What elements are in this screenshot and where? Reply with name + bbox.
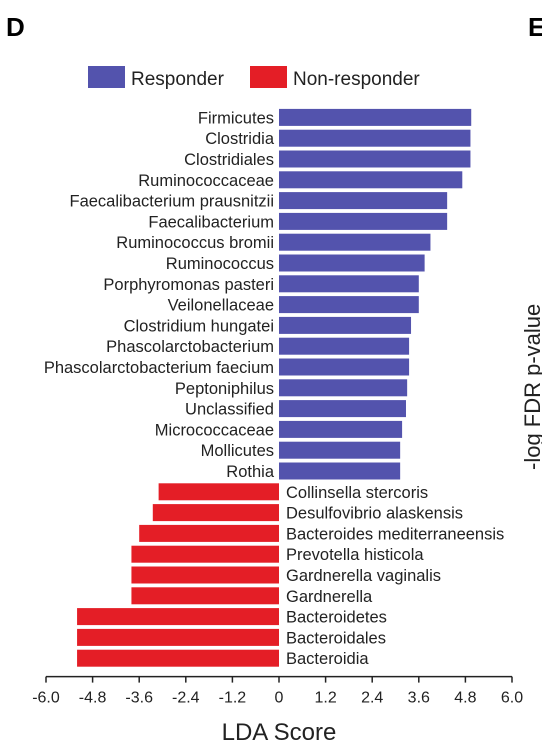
category-label-bacteroidia: Bacteroidia: [286, 650, 369, 668]
bar-veilonellaceae: [279, 296, 419, 314]
bar-porphyromonas-pasteri: [279, 275, 419, 293]
legend-label-responder: Responder: [131, 69, 225, 90]
x-tick-label: 2.4: [361, 690, 383, 707]
bar-micrococcaceae: [279, 420, 403, 438]
bar-collinsella-stercoris: [158, 483, 279, 501]
x-axis-label: LDA Score: [222, 719, 337, 746]
category-label-firmicutes: Firmicutes: [198, 109, 274, 127]
x-tick-label: 6.0: [501, 690, 523, 707]
category-label-micrococcaceae: Micrococcaceae: [155, 421, 274, 439]
bar-peptoniphilus: [279, 379, 408, 397]
category-label-ruminococcaceae: Ruminococcaceae: [138, 172, 274, 190]
category-label-rothia: Rothia: [226, 463, 275, 481]
category-label-ruminococcus: Ruminococcus: [166, 255, 274, 273]
bar-prevotella-histicola: [131, 545, 279, 563]
category-label-clostridium-hungatei: Clostridium hungatei: [124, 317, 274, 335]
legend-swatch-non-responder: [250, 66, 287, 88]
x-tick-label: -1.2: [219, 690, 247, 707]
category-labels-layer: Firmicutes Clostridia Clostridiales Ruminoc…: [44, 109, 504, 668]
bar-unclassified: [279, 400, 406, 418]
bar-mollicutes: [279, 441, 401, 459]
category-label-gardnerella: Gardnerella: [286, 588, 373, 606]
x-tick-label: -6.0: [32, 690, 60, 707]
category-label-peptoniphilus: Peptoniphilus: [175, 380, 274, 398]
bar-firmicutes: [279, 108, 472, 126]
bar-bacteroides-mediterraneensis: [139, 524, 279, 542]
bar-rothia: [279, 462, 401, 480]
bar-gardnerella: [131, 587, 279, 605]
category-label-bacteroides-mediterraneensis: Bacteroides mediterraneensis: [286, 525, 504, 543]
category-label-phascolarctobacterium-faecium: Phascolarctobacterium faecium: [44, 359, 274, 377]
category-label-unclassified: Unclassified: [185, 401, 274, 419]
bar-desulfovibrio-alaskensis: [152, 504, 279, 522]
bar-gardnerella-vaginalis: [131, 566, 279, 584]
bar-faecalibacterium-prausnitzii: [279, 192, 448, 210]
x-tick-label: -2.4: [172, 690, 200, 707]
bar-phascolarctobacterium-faecium: [279, 358, 410, 376]
x-tick-label: -3.6: [125, 690, 153, 707]
bar-bacteroidia: [77, 649, 279, 667]
x-tick-label: 0: [275, 690, 284, 707]
category-label-collinsella-stercoris: Collinsella stercoris: [286, 484, 428, 502]
neighbor-panel-label: E: [528, 12, 542, 42]
legend-label-non-responder: Non-responder: [293, 69, 420, 90]
x-tick-label: 4.8: [454, 690, 476, 707]
category-label-faecalibacterium-prausnitzii: Faecalibacterium prausnitzii: [69, 193, 274, 211]
category-label-bacteroidales: Bacteroidales: [286, 629, 386, 647]
x-tick-label: -4.8: [79, 690, 107, 707]
neighbor-axis-label-fragment: -log FDR p-value: [520, 304, 542, 470]
bar-ruminococcus: [279, 254, 425, 272]
category-label-bacteroidetes: Bacteroidetes: [286, 609, 387, 627]
bar-clostridia: [279, 129, 471, 147]
x-axis: -6.0 -4.8 -3.6 -2.4 -1.2 0 1.2 2.4 3.6 4.8 6.0: [32, 675, 523, 707]
bar-phascolarctobacterium: [279, 337, 410, 355]
bar-clostridiales: [279, 150, 471, 168]
bar-bacteroidetes: [77, 608, 279, 626]
category-label-clostridiales: Clostridiales: [184, 151, 274, 169]
category-label-faecalibacterium: Faecalibacterium: [148, 213, 274, 231]
legend: Responder Non-responder: [88, 66, 420, 90]
category-label-veilonellaceae: Veilonellaceae: [168, 297, 274, 315]
category-label-prevotella-histicola: Prevotella histicola: [286, 546, 424, 564]
category-label-ruminococcus-bromii: Ruminococcus bromii: [116, 234, 274, 252]
category-label-desulfovibrio-alaskensis: Desulfovibrio alaskensis: [286, 505, 463, 523]
bar-ruminococcus-bromii: [279, 233, 431, 251]
bar-faecalibacterium: [279, 212, 448, 230]
category-label-porphyromonas-pasteri: Porphyromonas pasteri: [103, 276, 274, 294]
bar-clostridium-hungatei: [279, 316, 412, 334]
bar-bacteroidales: [77, 628, 279, 646]
x-tick-label: 1.2: [314, 690, 336, 707]
x-tick-label: 3.6: [408, 690, 430, 707]
category-label-gardnerella-vaginalis: Gardnerella vaginalis: [286, 567, 441, 585]
bars-layer: [77, 108, 472, 667]
category-label-clostridia: Clostridia: [205, 130, 275, 148]
category-label-phascolarctobacterium: Phascolarctobacterium: [106, 338, 274, 356]
bar-ruminococcaceae: [279, 171, 463, 189]
category-label-mollicutes: Mollicutes: [201, 442, 274, 460]
panel-label: D: [6, 12, 25, 42]
legend-swatch-responder: [88, 66, 125, 88]
